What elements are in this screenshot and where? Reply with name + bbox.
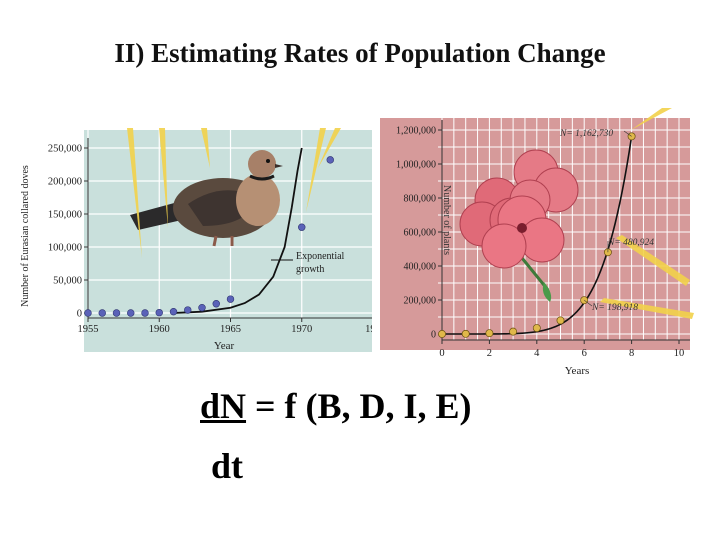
light-beam	[631, 108, 672, 130]
data-point	[169, 307, 178, 316]
data-point	[326, 156, 334, 164]
slide-title: II) Estimating Rates of Population Chang…	[114, 38, 606, 68]
y-tick-label: 100,000	[48, 243, 82, 254]
light-beam	[318, 128, 341, 168]
dove-chest	[236, 174, 280, 226]
y-tick-label: 250,000	[48, 144, 82, 155]
x-tick-label: 4	[534, 348, 540, 359]
axis-ticks: 0 50,000 100,000 150,000 200,000 250,000 1955 1…	[48, 144, 376, 336]
dove-feet	[212, 235, 234, 247]
y-axis-label: Number of plants	[441, 185, 452, 255]
y-tick-label: 800,000	[404, 194, 437, 205]
dove-neck-ring	[249, 174, 275, 181]
x-tick-label: 197	[365, 324, 376, 335]
data-point	[141, 309, 149, 317]
callout-leader	[623, 130, 632, 137]
light-beam	[616, 235, 690, 286]
x-axis-label: Years	[565, 365, 590, 377]
formula-numerator: dN	[200, 386, 247, 426]
dove-eye	[266, 159, 270, 163]
data-points	[438, 108, 694, 338]
callout-198918: N= 198,918	[591, 303, 638, 313]
data-points	[84, 128, 341, 317]
data-point	[226, 295, 235, 303]
x-tick-label: 1955	[78, 324, 99, 335]
data-point	[532, 324, 541, 332]
data-point	[485, 329, 494, 338]
annotation-line-1: Exponential	[296, 251, 345, 262]
flower-center	[481, 195, 565, 269]
light-beam	[127, 128, 142, 258]
dove-beak	[275, 164, 283, 168]
data-point	[184, 306, 192, 314]
x-tick-label: 1965	[220, 324, 241, 335]
y-tick-label: 200,000	[404, 296, 437, 307]
flower-eye	[517, 223, 527, 233]
callout-480924: N= 480,924	[607, 238, 654, 248]
data-point	[461, 329, 470, 338]
annotation-line-2: growth	[296, 264, 324, 275]
y-tick-label: 1,200,000	[396, 126, 436, 137]
light-beam	[600, 298, 694, 319]
data-point	[580, 296, 589, 305]
light-beam	[201, 128, 210, 168]
y-tick-label: 1,000,000	[396, 160, 436, 171]
x-tick-label: 2	[487, 348, 492, 359]
rate-formula: dN = f (B, D, I, E)	[200, 388, 472, 424]
y-axis-label: Number of Eurasian collared doves	[20, 165, 31, 307]
axes	[441, 120, 690, 341]
y-tick-label: 0	[431, 330, 436, 341]
x-tick-label: 1970	[291, 324, 312, 335]
dove-head	[248, 150, 276, 178]
light-beam	[159, 128, 168, 228]
data-point	[127, 309, 135, 317]
data-point	[155, 308, 163, 317]
curve-line	[173, 147, 303, 314]
exponential-curve	[173, 147, 303, 314]
data-point	[98, 309, 106, 317]
flower-leaf	[542, 282, 552, 302]
dove-illustration	[130, 150, 283, 247]
y-tick-label: 0	[77, 309, 82, 320]
x-tick-label: 1960	[149, 324, 170, 335]
x-tick-label: 0	[439, 348, 444, 359]
y-tick-label: 150,000	[48, 210, 82, 221]
x-tick-label: 6	[582, 348, 587, 359]
data-point	[438, 330, 446, 338]
x-tick-label: 10	[674, 348, 685, 359]
callout-1162730: N= 1,162,730	[559, 129, 613, 139]
plant-population-chart: 0 200,000 400,000 600,000 800,000 1,000,000 1,…	[372, 108, 702, 380]
formula-denominator: dt	[211, 446, 244, 486]
data-point	[84, 309, 92, 317]
data-point	[212, 300, 220, 308]
y-tick-label: 600,000	[404, 228, 437, 239]
y-tick-label: 50,000	[53, 276, 82, 287]
formula-rest: = f (B, D, I, E)	[246, 386, 472, 426]
x-tick-label: 8	[629, 348, 634, 359]
data-point	[509, 327, 518, 336]
data-point	[112, 309, 121, 317]
y-tick-label: 400,000	[404, 262, 437, 273]
x-axis-label: Year	[214, 340, 235, 352]
data-point	[298, 223, 306, 231]
flower-illustration	[459, 149, 579, 302]
axis-ticks: 0 200,000 400,000 600,000 800,000 1,000,000 1,…	[396, 126, 684, 360]
data-point	[556, 316, 565, 325]
callout-leader	[584, 299, 593, 307]
dove-population-chart: 0 50,000 100,000 150,000 200,000 250,000 1955 1…	[18, 108, 376, 368]
data-point	[198, 304, 206, 312]
light-beam	[306, 128, 326, 212]
y-tick-label: 200,000	[48, 177, 82, 188]
